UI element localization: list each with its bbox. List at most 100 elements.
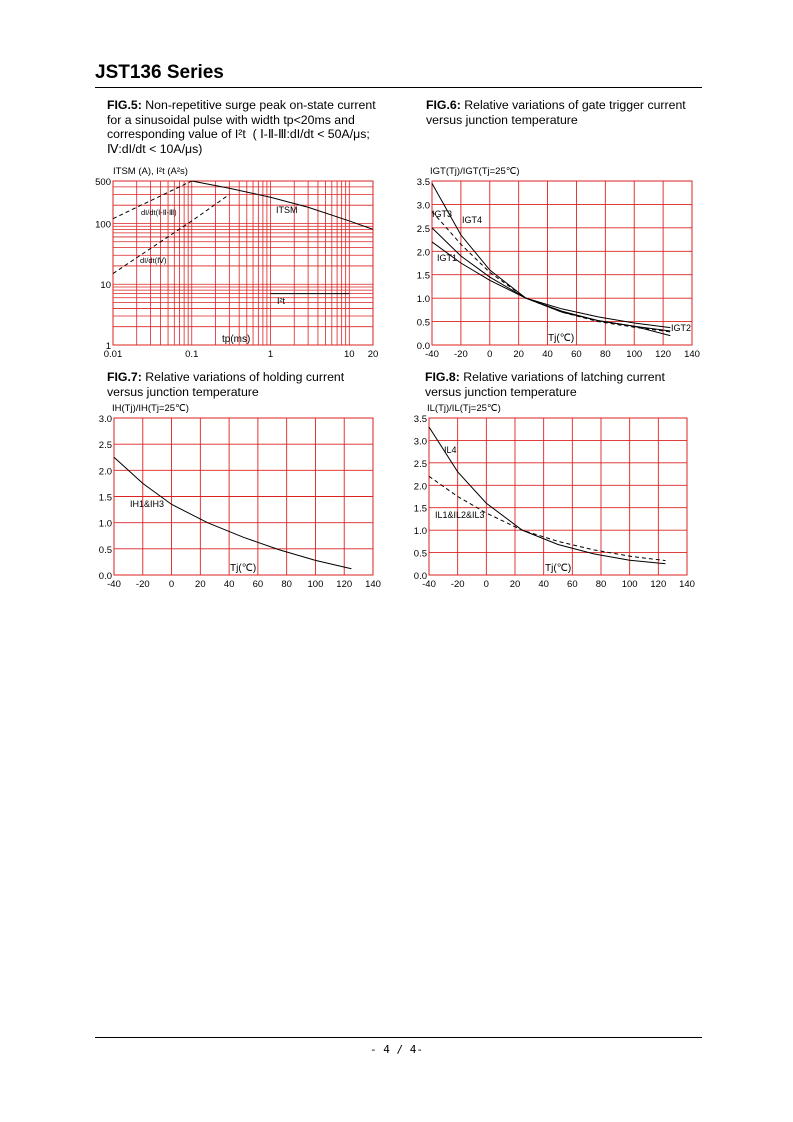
fig7-ytick-label: 3.0 [99,414,112,425]
fig6-caption-line-1: versus junction temperature [426,112,578,127]
fig5-caption-line-2: corresponding value of I²t ( Ⅰ-Ⅱ-Ⅲ:dI/dt… [107,127,370,141]
fig8-ytick-label: 0.5 [414,549,427,560]
fig8-xtick-label: -20 [451,579,465,590]
fig6-frame [431,180,693,346]
fig8-xtick-label: 120 [650,579,666,590]
fig7-xtick-label: 80 [281,579,292,590]
fig8-label: FIG.8: [425,370,460,384]
fig5-series-2 [112,180,192,220]
fig5-xlabel: tp(ms) [222,334,250,345]
fig6-xtick-label: -40 [425,349,439,360]
fig6-plot: -40 -20 0 20 40 60 80 100 120 140 0.0 0.5 1.0 1.5 2.0 2… [417,166,700,360]
fig7-xtick-label: -20 [136,579,150,590]
fig8-xtick-label: 80 [596,579,607,590]
fig8-series-label: IL4 [444,445,457,455]
fig8-ytick-label: 2.5 [414,459,427,470]
fig6-ytick-label: 2.0 [417,247,430,258]
fig5-series-label: ITSM [276,205,298,215]
fig5-xtick-label: 0.1 [185,349,198,360]
fig7-xtick-label: -40 [107,579,121,590]
fig7-ytick-label: 0.5 [99,545,112,556]
fig6-xtick-label: 120 [655,349,671,360]
fig6-ytick-label: 1.0 [417,294,430,305]
fig6-xtick-label: 140 [684,349,700,360]
fig8-xtick-label: 140 [679,579,695,590]
fig6-xtick-label: -20 [454,349,468,360]
fig6-ytick-label: 0.5 [417,318,430,329]
fig8-ytick-label: 3.5 [414,414,427,425]
fig6-series-2 [431,241,671,337]
fig8-series-0 [428,426,666,565]
fig8-xtick-label: -40 [422,579,436,590]
fig5-series-label: dI/dt(Ⅰ-Ⅱ-Ⅲ) [141,208,177,217]
fig8-xtick-label: 0 [484,579,489,590]
fig7-xtick-label: 60 [253,579,264,590]
fig5-label: FIG.5: [107,98,142,112]
fig6-series-3 [431,227,671,329]
fig6-caption-line-0: Relative variations of gate trigger curr… [460,98,686,112]
fig7-caption-line-0: Relative variations of holding current [141,370,345,384]
fig5-series-label: I²t [277,296,285,306]
fig8-ytick-label: 3.0 [414,436,427,447]
fig6-series-label: IGT3 [432,209,452,219]
fig8-xtick-label: 20 [510,579,521,590]
fig7-ytick-label: 1.5 [99,493,112,504]
fig7-xtick-label: 120 [336,579,352,590]
fig5-frame [112,180,374,346]
fig8-ytick-label: 1.5 [414,504,427,515]
fig5-ytick-label: 1 [106,341,111,352]
fig5-ytick-label: 100 [95,219,111,230]
fig8-xtick-label: 40 [538,579,549,590]
fig7-ytick-label: 2.5 [99,440,112,451]
fig7-frame [113,417,374,576]
fig6-xtick-label: 40 [542,349,553,360]
fig5-ytick-label: 500 [95,177,111,188]
fig5-caption-line-0: Non-repetitive surge peak on-state curre… [141,98,376,112]
fig7-xtick-label: 100 [308,579,324,590]
fig7-ytick-label: 1.0 [99,519,112,530]
fig8-xtick-label: 100 [622,579,638,590]
fig6-ytick-label: 1.5 [417,271,430,282]
fig8-caption-line-1: versus junction temperature [425,384,577,399]
fig7-xtick-label: 140 [365,579,381,590]
fig7-ytick-label: 2.0 [99,466,112,477]
fig6-label: FIG.6: [426,98,461,112]
fig6-ytick-label: 2.5 [417,224,430,235]
fig8-ytick-label: 2.0 [414,481,427,492]
fig8-caption: FIG.8: Relative variations of latching c… [425,370,665,399]
fig5-series-0 [191,180,374,230]
fig7-plot: -40 -20 0 20 40 60 80 100 120 140 0.0 0.5 1.0 1.5 2.0 2… [99,403,381,590]
fig8-xtick-label: 60 [567,579,578,590]
fig5-xtick-label: 0.01 [104,349,123,360]
fig5-series-label: dI/dt(Ⅳ) [140,256,167,265]
fig8-caption-line-0: Relative variations of latching current [459,370,665,384]
fig7-series-0 [113,456,352,570]
fig6-series-label: IGT4 [462,215,482,225]
fig6-xlabel: Tj(℃) [548,333,574,344]
fig8-series-1 [428,475,666,562]
fig7-ytick-label: 0.0 [99,571,112,582]
fig7-caption-line-1: versus junction temperature [107,384,259,399]
fig5-caption-line-3: Ⅳ:dI/dt < 10A/μs) [107,141,203,156]
fig7-xtick-label: 40 [224,579,235,590]
fig5-caption: FIG.5: Non-repetitive surge peak on-stat… [107,98,376,156]
page-title: JST136 Series [95,62,224,83]
fig5-ytick-label: 10 [100,280,111,291]
fig8-plot: -40 -20 0 20 40 60 80 100 120 140 0.0 0.5 1.0 1.5 2.0 2… [414,403,695,590]
fig5-xtick-label: 1 [268,349,273,360]
fig5-xtick-label: 20 [368,349,379,360]
fig5-ylabel: ITSM (A), I²t (A²s) [113,166,188,177]
header-rule [95,87,702,88]
fig7-series-label: IH1&IH3 [130,499,164,509]
fig7-xlabel: Tj(℃) [230,563,256,574]
fig6-xtick-label: 60 [571,349,582,360]
fig6-xtick-label: 0 [487,349,492,360]
fig7-ylabel: IH(Tj)/IH(Tj=25℃) [112,403,189,414]
fig5-caption-line-1: for a sinusoidal pulse with width tp<20m… [107,112,355,127]
fig6-ylabel: IGT(Tj)/IGT(Tj=25℃) [430,166,520,177]
fig6-caption: FIG.6: Relative variations of gate trigg… [426,98,686,127]
fig6-ytick-label: 3.0 [417,200,430,211]
fig7-label: FIG.7: [107,370,142,384]
fig8-ylabel: IL(Tj)/IL(Tj=25℃) [427,403,501,414]
